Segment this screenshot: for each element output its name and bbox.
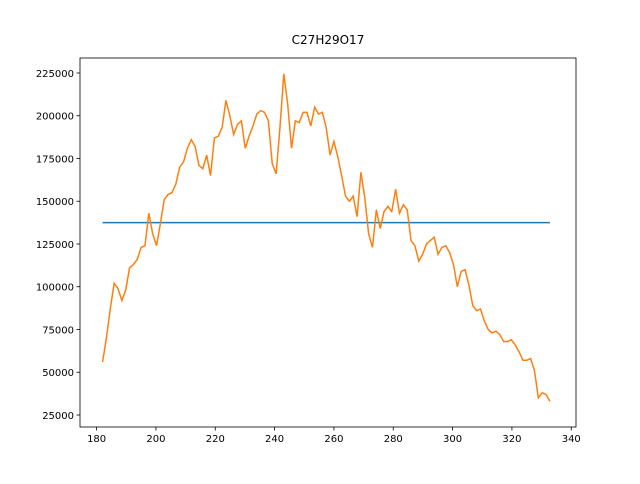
y-tick-label: 50000 xyxy=(42,368,74,379)
x-tick-label: 300 xyxy=(443,434,462,445)
x-tick-label: 220 xyxy=(206,434,225,445)
x-tick-label: 200 xyxy=(146,434,165,445)
y-tick-label: 200000 xyxy=(36,112,74,123)
axes-frame xyxy=(79,57,577,428)
x-tick-label: 260 xyxy=(324,434,343,445)
chart-title: C27H29O17 xyxy=(292,33,365,47)
x-tick-label: 180 xyxy=(87,434,106,445)
line-series xyxy=(101,73,551,402)
y-tick-label: 150000 xyxy=(36,197,74,208)
x-tick-label: 340 xyxy=(562,434,581,445)
x-tick-label: 240 xyxy=(265,434,284,445)
x-tick-label: 280 xyxy=(384,434,403,445)
y-tick-label: 225000 xyxy=(36,69,74,80)
y-tick-label: 175000 xyxy=(36,154,74,165)
y-tick-label: 100000 xyxy=(36,283,74,294)
y-tick-label: 75000 xyxy=(42,325,74,336)
y-tick-label: 125000 xyxy=(36,240,74,251)
x-tick-label: 320 xyxy=(502,434,521,445)
y-tick-label: 25000 xyxy=(42,411,74,422)
